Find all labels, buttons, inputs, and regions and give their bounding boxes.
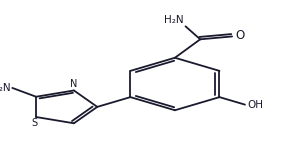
Text: N: N <box>70 79 78 89</box>
Text: H₂N: H₂N <box>164 15 184 25</box>
Text: H₂N: H₂N <box>0 83 11 93</box>
Text: S: S <box>31 118 38 128</box>
Text: O: O <box>235 29 245 42</box>
Text: OH: OH <box>247 100 263 110</box>
